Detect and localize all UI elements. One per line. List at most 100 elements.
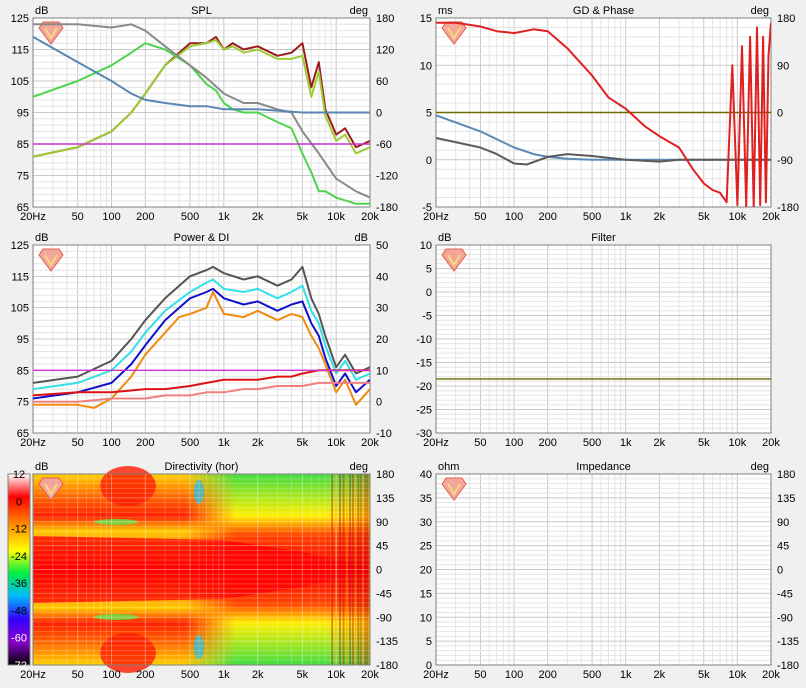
y-tick-label: -5 <box>422 311 432 323</box>
x-tick-label: 100 <box>505 211 523 223</box>
gd-left-unit: ms <box>438 5 453 17</box>
x-tick-label: 5k <box>698 437 710 449</box>
directivity-lobe <box>99 633 156 673</box>
x-tick-label: 20Hz <box>423 211 449 223</box>
x-tick-label: 500 <box>181 437 199 449</box>
y2-tick-label: -60 <box>376 139 392 151</box>
y2-tick-label: 20 <box>376 334 388 346</box>
x-tick-label: 200 <box>136 437 154 449</box>
x-tick-label: 100 <box>102 211 120 223</box>
x-tick-label: 50 <box>72 437 84 449</box>
y2-tick-label: 60 <box>376 76 388 88</box>
y-tick-label: 15 <box>420 588 432 600</box>
y-tick-label: 65 <box>17 428 29 440</box>
directivity-main-beam <box>33 536 370 603</box>
y-tick-label: 115 <box>11 45 29 57</box>
spl-left-unit: dB <box>35 5 48 17</box>
directivity-hf-streak <box>364 474 367 665</box>
x-tick-label: 50 <box>72 669 84 681</box>
y-tick-label: 0 <box>426 155 432 167</box>
x-tick-label: 100 <box>102 669 120 681</box>
x-tick-label: 20k <box>762 211 780 223</box>
x-tick-label: 200 <box>538 211 556 223</box>
y2-tick-label: -180 <box>777 660 799 672</box>
rew-logo-icon <box>38 248 64 272</box>
x-tick-label: 5k <box>297 669 309 681</box>
x-tick-label: 2k <box>252 437 264 449</box>
power-series-0 <box>33 265 370 384</box>
y2-tick-label: 50 <box>376 240 388 252</box>
y-tick-label: 75 <box>17 171 29 183</box>
x-tick-label: 2k <box>252 211 264 223</box>
rew-logo-icon <box>38 477 64 501</box>
x-tick-label: 20Hz <box>423 669 449 681</box>
x-tick-label: 20k <box>361 437 379 449</box>
y-tick-label: 95 <box>17 108 29 120</box>
x-tick-label: 20Hz <box>20 437 46 449</box>
impedance-left-unit: ohm <box>438 461 459 473</box>
x-tick-label: 20Hz <box>20 669 46 681</box>
power-series-2 <box>33 287 370 400</box>
y-tick-label: 95 <box>17 334 29 346</box>
y2-tick-label: 180 <box>376 469 394 481</box>
y2-tick-label: 40 <box>376 271 388 283</box>
x-tick-label: 10k <box>729 211 747 223</box>
y-tick-label: 105 <box>11 76 29 88</box>
directivity-hf-streak <box>339 474 342 665</box>
x-tick-label: 10k <box>327 437 345 449</box>
scale-tick-label: -60 <box>11 633 27 645</box>
impedance-frame <box>435 473 772 666</box>
spl-title: SPL <box>191 5 212 17</box>
x-tick-label: 10k <box>729 669 747 681</box>
x-tick-label: 500 <box>583 669 601 681</box>
power-right-unit: dB <box>355 232 368 244</box>
y-tick-label: -10 <box>416 334 432 346</box>
spl-series-1 <box>33 39 370 158</box>
y2-tick-label: 45 <box>777 541 789 553</box>
y2-tick-label: 10 <box>376 365 388 377</box>
x-tick-label: 20Hz <box>423 437 449 449</box>
scale-tick-label: -12 <box>11 524 27 536</box>
impedance-title: Impedance <box>576 461 630 473</box>
y2-tick-label: -135 <box>376 636 398 648</box>
y-tick-label: 65 <box>17 202 29 214</box>
directivity-hf-streak <box>348 474 351 665</box>
y-tick-label: 125 <box>11 240 29 252</box>
directivity-notch <box>94 519 139 525</box>
y-tick-label: 40 <box>420 469 432 481</box>
x-tick-label: 500 <box>583 211 601 223</box>
y2-tick-label: -120 <box>376 171 398 183</box>
x-tick-label: 20Hz <box>20 211 46 223</box>
y2-tick-label: 120 <box>376 45 394 57</box>
spl-series-2 <box>33 42 370 205</box>
power-series-1 <box>33 278 370 391</box>
rew-logo-icon <box>447 27 461 40</box>
directivity-hf-streak <box>345 474 348 665</box>
gd-title: GD & Phase <box>573 5 634 17</box>
y2-tick-label: -180 <box>376 202 398 214</box>
y2-tick-label: 0 <box>376 565 382 577</box>
power-left-unit: dB <box>35 232 48 244</box>
y-tick-label: 25 <box>420 541 432 553</box>
y-tick-label: -5 <box>422 202 432 214</box>
x-tick-label: 10k <box>729 437 747 449</box>
y-tick-label: 85 <box>17 139 29 151</box>
y2-tick-label: 0 <box>376 397 382 409</box>
x-tick-label: 100 <box>102 437 120 449</box>
gd-series-3 <box>436 21 771 207</box>
spl-series-4 <box>33 36 370 114</box>
scale-tick-label: 12 <box>13 469 25 481</box>
y2-tick-label: 180 <box>777 13 795 25</box>
power-series-5 <box>33 381 370 403</box>
directivity-hf-streak <box>359 474 362 665</box>
y-tick-label: 5 <box>426 264 432 276</box>
x-tick-label: 20k <box>762 437 780 449</box>
impedance-right-unit: deg <box>751 461 769 473</box>
y2-tick-label: -90 <box>777 155 793 167</box>
directivity-left-unit: dB <box>35 461 48 473</box>
y-tick-label: -25 <box>416 405 432 417</box>
gd-right-unit: deg <box>751 5 769 17</box>
x-tick-label: 100 <box>505 669 523 681</box>
